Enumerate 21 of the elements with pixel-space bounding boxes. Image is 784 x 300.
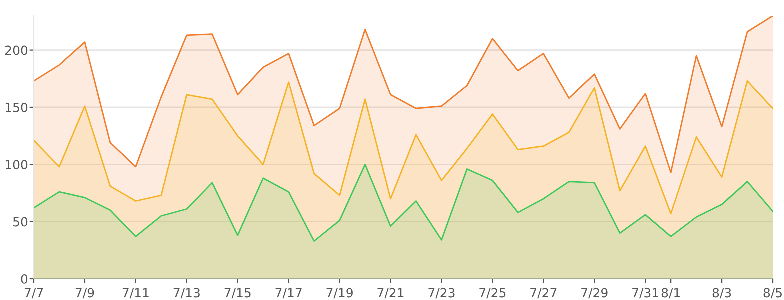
x-tick-label: 7/15 [224, 288, 251, 299]
x-tick-label: 8/3 [712, 288, 732, 299]
x-tick-label: 8/5 [764, 288, 782, 299]
y-tick-label: 50 [14, 217, 28, 227]
x-tick-label: 7/27 [530, 288, 557, 299]
x-tick-label: 7/21 [378, 288, 404, 299]
x-tick-label: 8/1 [662, 288, 680, 299]
y-tick-label: 0 [21, 274, 28, 284]
x-tick-label: 7/7 [24, 288, 43, 299]
x-tick-label: 7/31 [632, 288, 658, 299]
x-tick-label: 7/19 [326, 288, 353, 299]
x-tick-label: 7/29 [582, 288, 608, 299]
x-tick-label: 7/9 [76, 288, 94, 299]
y-tick-label: 150 [6, 102, 28, 112]
y-tick-label: 200 [6, 46, 28, 56]
x-tick-label: 7/23 [428, 288, 455, 299]
x-tick-label: 7/11 [122, 288, 149, 299]
x-tick-label: 7/13 [174, 288, 200, 299]
x-tick-label: 7/17 [276, 288, 302, 299]
x-tick-label: 7/25 [480, 288, 506, 299]
y-tick-label: 100 [6, 160, 28, 170]
